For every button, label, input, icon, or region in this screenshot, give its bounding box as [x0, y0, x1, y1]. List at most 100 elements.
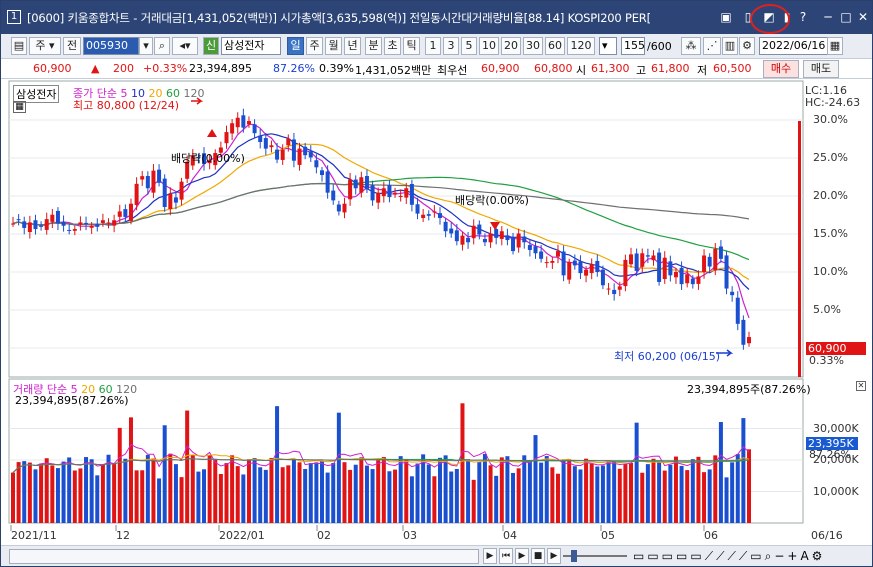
candle-body	[555, 251, 560, 257]
play-icon[interactable]: ▶	[515, 548, 529, 564]
period-month-button[interactable]: 월	[325, 37, 342, 55]
prev-button[interactable]: 전	[63, 37, 81, 55]
price-change: 200	[113, 62, 134, 75]
close-pane-icon[interactable]: ✕	[856, 381, 866, 391]
legend-prefix: 종가 단순	[73, 87, 117, 100]
link-icon[interactable]: ▯	[744, 10, 752, 24]
help-icon[interactable]: ?	[799, 10, 807, 24]
volume-bar	[735, 454, 740, 523]
trend-icon[interactable]: ⋰	[703, 37, 721, 55]
ma60-label: 60	[165, 87, 180, 100]
volume-bar	[190, 455, 195, 523]
volume-bar	[263, 469, 268, 523]
print-icon[interactable]: ▥	[722, 37, 738, 55]
sound-icon[interactable]: ◂▾	[172, 37, 198, 55]
candle-body	[252, 124, 257, 134]
candle-body	[224, 132, 229, 144]
candle-body	[673, 272, 678, 278]
volume-bar	[612, 461, 617, 523]
stock-code-input[interactable]: 005930	[83, 37, 139, 55]
price-y-tick: 10.0%	[813, 265, 848, 278]
period-day-button[interactable]: 일	[287, 37, 304, 55]
maximize-icon[interactable]: □	[840, 10, 852, 24]
candle-body	[123, 209, 128, 217]
chart-type-select[interactable]: 주 ▾	[29, 37, 61, 55]
settings-icon[interactable]: ▤	[11, 37, 27, 55]
volume-bar	[629, 462, 634, 523]
minute-30-button[interactable]: 30	[523, 37, 543, 55]
volume-bar	[488, 465, 493, 523]
buy-button[interactable]: 매수	[763, 60, 799, 78]
volume-y-tick: 10,000K	[813, 484, 859, 498]
indicator-icon[interactable]: ⁂	[681, 37, 701, 55]
first-icon[interactable]: ⏮	[499, 548, 513, 564]
horizontal-scrollbar[interactable]	[9, 549, 479, 564]
date-input[interactable]: 2022/06/16	[759, 37, 829, 55]
x-axis-label: 2021/11	[11, 529, 57, 542]
zoom-slider-handle[interactable]	[571, 550, 577, 562]
minute-60-button[interactable]: 60	[545, 37, 565, 55]
stock-name-tag[interactable]: 삼성전자	[13, 85, 60, 103]
volume-bar	[511, 472, 516, 523]
candle-body	[707, 256, 712, 267]
candle-body	[162, 178, 167, 207]
candle-body	[381, 188, 386, 197]
volume-bar	[539, 462, 544, 523]
volume-bar	[505, 456, 510, 523]
period-week-button[interactable]: 주	[306, 37, 323, 55]
period-second-button[interactable]: 초	[384, 37, 401, 55]
candle-body	[151, 170, 156, 193]
zoom-slider[interactable]	[563, 555, 627, 557]
next-icon[interactable]: ▶	[547, 548, 561, 564]
volume-bar	[325, 472, 330, 523]
candle-body	[128, 203, 133, 221]
candle-body	[331, 190, 336, 201]
volume-bar	[84, 457, 89, 523]
period-year-button[interactable]: 년	[344, 37, 361, 55]
close-icon[interactable]: ✕	[857, 10, 869, 24]
window-layout-icon[interactable]: ▣	[720, 10, 732, 24]
data-count-input[interactable]: 155	[621, 37, 645, 55]
candle-body	[50, 214, 55, 222]
volume-bar	[432, 476, 437, 523]
dividend-down-arrow-icon	[490, 222, 500, 230]
table-icon[interactable]: ▦	[13, 101, 26, 113]
sell-button[interactable]: 매도	[803, 60, 839, 78]
volume-bar	[246, 459, 251, 523]
volume-bar	[336, 412, 341, 523]
minute-120-button[interactable]: 120	[567, 37, 595, 55]
volume-bar	[460, 403, 465, 523]
minute-20-button[interactable]: 20	[501, 37, 521, 55]
search-icon[interactable]: ⌕	[154, 37, 170, 55]
candle-body	[106, 222, 111, 224]
interval-dropdown[interactable]: ▾	[599, 37, 617, 55]
minute-5-button[interactable]: 5	[461, 37, 477, 55]
minimize-icon[interactable]: ─	[824, 10, 832, 24]
gear-icon[interactable]: ⚙	[739, 37, 755, 55]
candle-body	[241, 115, 246, 128]
candle-body	[398, 195, 403, 197]
candle-body	[696, 276, 701, 284]
scroll-right-icon[interactable]: ▶	[483, 548, 497, 564]
volume-bar	[567, 459, 572, 523]
period-minute-button[interactable]: 분	[365, 37, 382, 55]
calendar-icon[interactable]: ▦	[827, 37, 843, 55]
minute-1-button[interactable]: 1	[425, 37, 441, 55]
stock-chart[interactable]	[1, 79, 872, 545]
new-badge[interactable]: 신	[203, 37, 219, 55]
minute-3-button[interactable]: 3	[443, 37, 459, 55]
period-tick-button[interactable]: 틱	[403, 37, 420, 55]
stop-icon[interactable]: ■	[531, 548, 545, 564]
ma-line	[12, 182, 750, 226]
minute-10-button[interactable]: 10	[479, 37, 499, 55]
volume-bar	[230, 455, 235, 523]
code-dropdown-icon[interactable]: ▾	[139, 37, 153, 55]
volume-bar	[471, 479, 476, 523]
volume-bar	[331, 463, 336, 523]
candle-body	[488, 233, 493, 243]
volume-bar	[145, 454, 150, 523]
candle-body	[173, 197, 178, 203]
bottom-tool-icons[interactable]: ▭▭▭▭▭⟋⟋⟋⟋▭⌕−+A⚙	[633, 549, 826, 563]
volume-bar	[606, 460, 611, 523]
volume-ma-line	[12, 443, 750, 473]
